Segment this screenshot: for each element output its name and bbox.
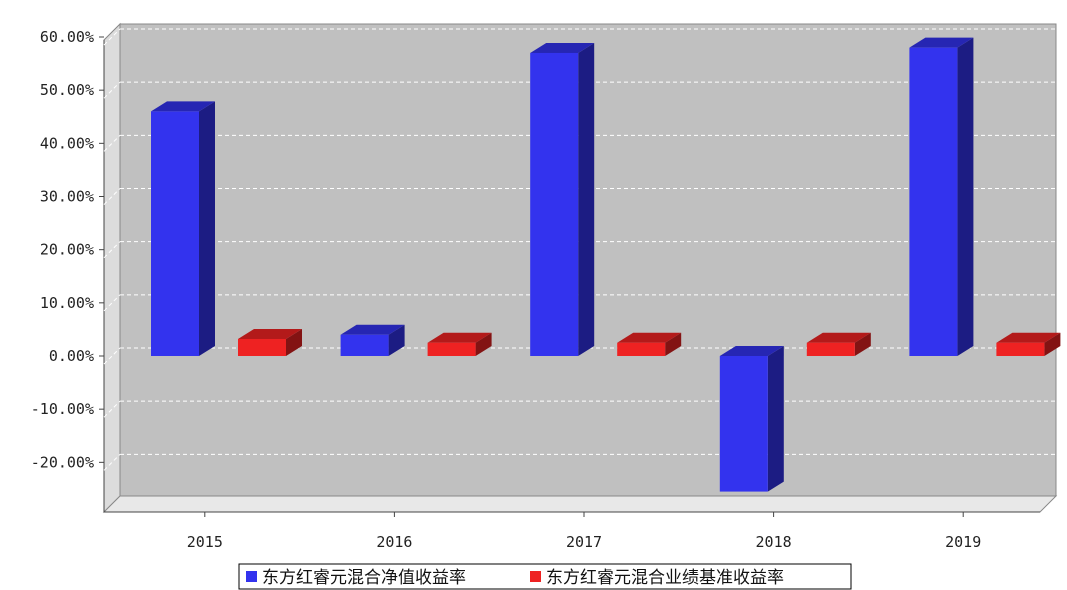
plot-side-wall [103,22,121,514]
gridline-side [103,28,121,46]
bar-top [996,332,1061,343]
bar-front [238,338,286,356]
x-tick-label-2016: 2016 [376,533,412,551]
bar-front [340,334,389,356]
bar-front [151,111,199,356]
bar-top [340,324,405,335]
bar-2017-series-1 [617,332,682,356]
gridline-side [103,188,121,205]
legend-box [238,563,852,590]
bar-top [427,332,492,343]
y-tick-label: -10.00% [31,400,94,418]
bar-2019-series-1 [996,332,1061,356]
bar-2015-series-1 [238,328,302,356]
bar-side [578,42,595,356]
y-tick-label: 10.00% [40,294,94,312]
legend-swatch-series-1 [530,571,541,582]
bar-2019-series-0 [909,37,974,357]
bar-side [286,328,302,356]
bar-front [617,342,666,356]
bar-2018-series-0 [719,346,784,492]
bar-side [199,101,215,356]
legend-label-series-1: 东方红睿元混合业绩基准收益率 [546,568,784,588]
bar-top [238,328,302,339]
bar-side [665,332,682,356]
bar-front [719,356,768,492]
gridline-side [103,453,121,471]
gridline-side [103,241,121,259]
legend: 东方红睿元混合净值收益率 东方红睿元混合业绩基准收益率 [238,563,852,590]
x-axis-ticks: 2015 2016 2017 2018 2019 [187,512,981,551]
bars [151,37,1061,492]
gridline-side [103,400,121,418]
x-tick-label-2019: 2019 [945,533,981,551]
y-tick-label: 50.00% [40,81,94,99]
y-tick-label: 0.00% [49,347,94,365]
y-tick-label: 40.00% [40,134,94,152]
bar-2016-series-0 [340,324,405,356]
gridline-side [103,294,121,312]
bar-front [806,342,855,356]
bar-top [909,37,974,48]
x-tick-label-2017: 2017 [566,533,602,551]
bar-top [530,42,595,53]
bar-side [475,332,492,356]
bar-side [388,324,405,356]
bar-front [530,52,579,356]
bar-side [854,332,871,356]
bar-side [1044,332,1061,356]
bar-side [767,346,784,492]
bar-top [151,101,215,112]
bar-front [909,47,958,357]
bar-front [996,342,1045,356]
bar-top [617,332,682,343]
bar-2015-series-0 [151,101,215,356]
bar-top [719,346,784,356]
bar-2017-series-0 [530,42,595,356]
gridline-side [103,347,121,365]
y-axis-ticks: 60.00% 50.00% 40.00% 30.00% 20.00% 10.00% 0.00… [31,28,104,471]
gridline-side [103,134,121,152]
y-tick-label: -20.00% [31,453,94,471]
legend-swatch-series-0 [246,571,257,582]
x-tick-label-2015: 2015 [187,533,223,551]
plot-floor [102,495,1058,513]
x-tick-label-2018: 2018 [756,533,792,551]
gridlines [103,28,1056,471]
gridline-side [103,81,121,99]
bar-side [957,37,974,357]
legend-label-series-0: 东方红睿元混合净值收益率 [262,568,466,588]
bar-front [427,342,476,356]
y-tick-label: 20.00% [40,241,94,259]
y-tick-label: 60.00% [40,28,94,46]
bar-top [806,332,871,343]
y-tick-label: 30.00% [40,188,94,206]
bar-2018-series-1 [806,332,871,356]
bar-2016-series-1 [427,332,492,356]
